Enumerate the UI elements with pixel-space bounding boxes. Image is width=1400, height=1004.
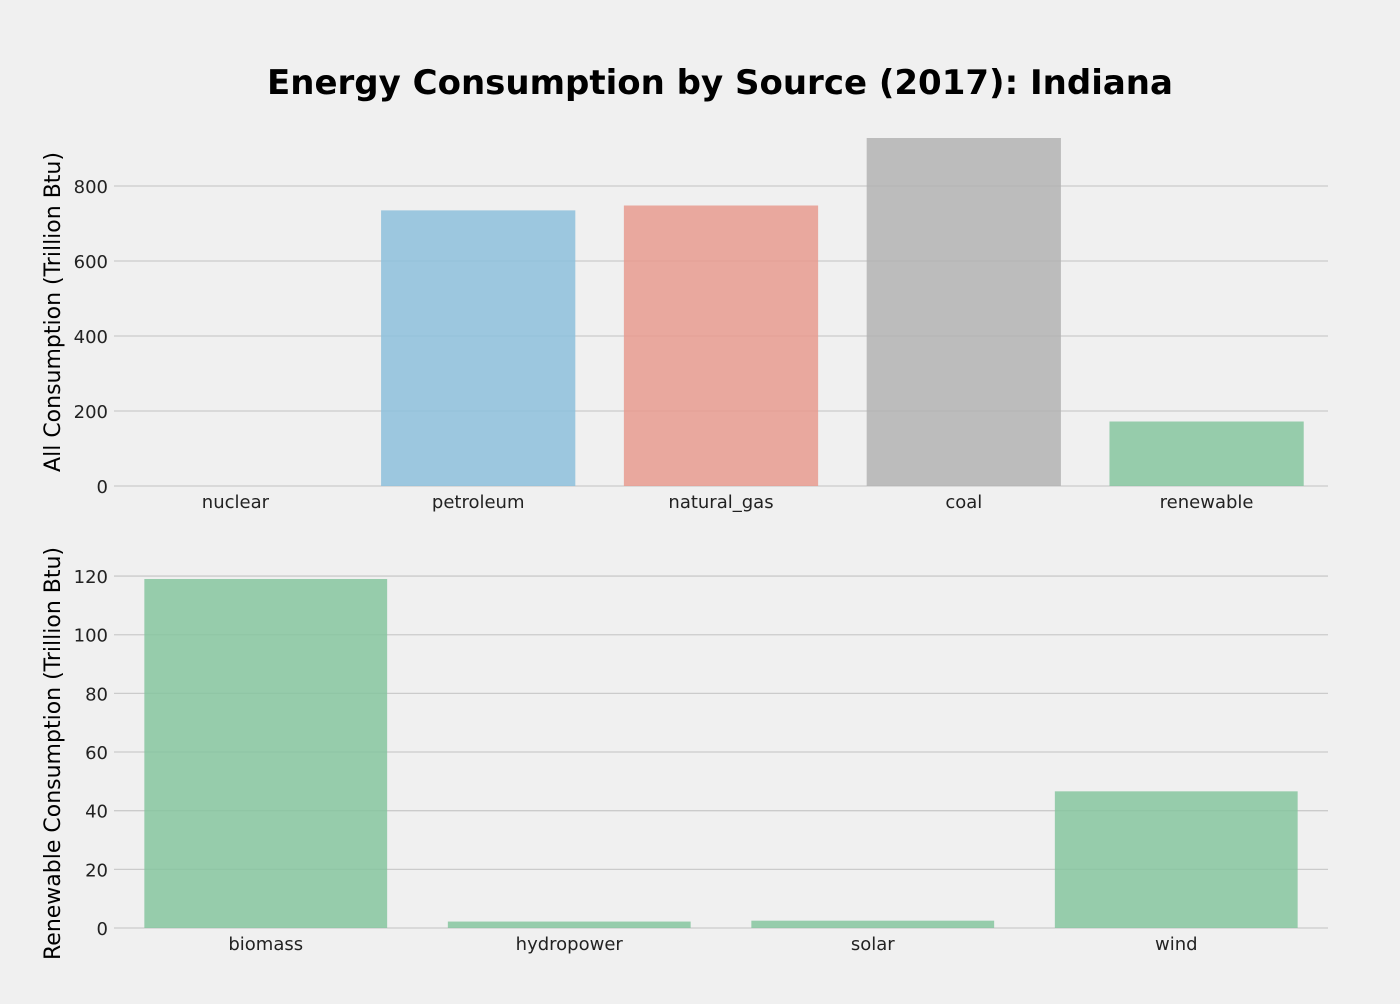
y-tick-label: 400 — [74, 327, 108, 348]
x-tick-label: renewable — [1160, 492, 1254, 513]
bar-coal — [866, 138, 1061, 486]
bar-wind — [1054, 791, 1298, 928]
y-tick-label: 800 — [74, 177, 108, 198]
x-tick-label: petroleum — [432, 492, 525, 513]
bar-natural_gas — [623, 205, 819, 486]
y-tick-label: 60 — [85, 743, 108, 764]
x-tick-label: coal — [945, 492, 982, 513]
y-tick-label: 120 — [74, 567, 108, 588]
x-tick-label: hydropower — [516, 934, 624, 955]
bar-biomass — [144, 579, 388, 928]
y-tick-label: 100 — [74, 626, 108, 647]
y-tick-label: 600 — [74, 252, 108, 273]
figure-title: Energy Consumption by Source (2017): Ind… — [267, 63, 1173, 103]
x-tick-label: biomass — [228, 934, 303, 955]
bar-renewable — [1109, 421, 1304, 486]
y-tick-label: 20 — [85, 860, 108, 881]
bar-petroleum — [381, 210, 576, 486]
all-y-axis-label: All Consumption (Trillion Btu) — [41, 152, 66, 472]
bar-solar — [751, 920, 995, 928]
y-tick-label: 40 — [85, 802, 108, 823]
x-tick-label: wind — [1155, 934, 1198, 955]
y-tick-label: 200 — [74, 402, 108, 423]
y-tick-label: 80 — [85, 684, 108, 705]
y-tick-label: 0 — [97, 477, 108, 498]
x-tick-label: natural_gas — [668, 492, 773, 513]
bar-hydropower — [447, 921, 691, 928]
x-tick-label: solar — [851, 934, 895, 955]
x-tick-label: nuclear — [202, 492, 270, 513]
y-tick-label: 0 — [97, 919, 108, 940]
renewable-y-axis-label: Renewable Consumption (Trillion Btu) — [41, 547, 66, 960]
renewable-consumption-chart: 0 20 40 60 80 100 120 biomass hydropower solar win… — [41, 547, 1328, 960]
all-consumption-chart: 0 200 400 600 800 nuclear petroleum natural_gas… — [41, 138, 1328, 513]
